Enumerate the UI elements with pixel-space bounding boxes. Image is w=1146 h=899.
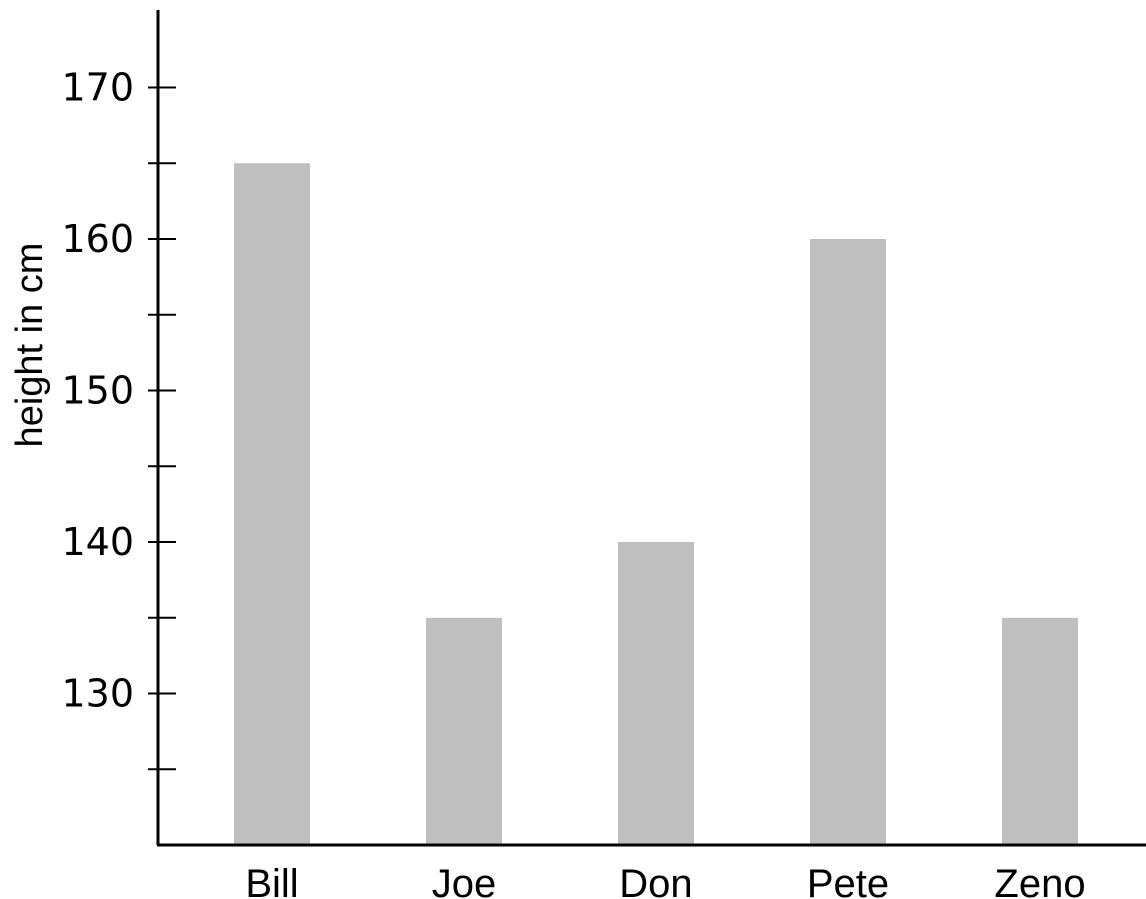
bar-don [618,542,694,845]
y-tick-label-170: 170 [61,66,134,110]
bar-pete [810,239,886,845]
x-tick-label-don: Don [619,862,692,899]
bar-zeno [1002,617,1078,845]
y-axis-title: height in cm [9,243,51,448]
x-labels-group: Bill Joe Don Pete Zeno [245,862,1085,899]
x-tick-label-bill: Bill [245,862,298,899]
x-tick-label-joe: Joe [432,862,497,899]
x-tick-label-pete: Pete [807,862,889,899]
y-ticks-group: 130 140 150 160 170 [61,66,176,771]
y-tick-label-140: 140 [61,520,134,564]
y-tick-label-160: 160 [61,217,134,261]
bars-group [234,163,1078,845]
y-tick-label-150: 150 [61,369,134,413]
axes-group [156,10,1146,847]
x-tick-label-zeno: Zeno [994,862,1085,899]
bar-joe [426,617,502,845]
y-tick-label-130: 130 [61,672,134,716]
bar-bill [234,163,310,845]
